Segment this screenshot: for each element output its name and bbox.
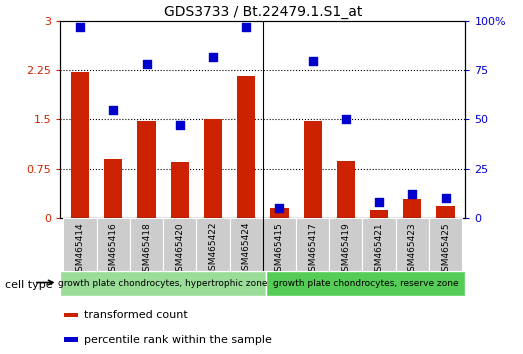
Bar xyxy=(163,218,196,271)
Bar xyxy=(138,121,156,218)
Point xyxy=(76,24,84,30)
Title: GDS3733 / Bt.22479.1.S1_at: GDS3733 / Bt.22479.1.S1_at xyxy=(164,5,362,19)
Bar xyxy=(204,120,222,218)
Bar xyxy=(362,218,396,271)
Point xyxy=(275,205,283,211)
Bar xyxy=(270,208,289,218)
Bar xyxy=(60,271,266,296)
Bar xyxy=(370,210,388,218)
Point xyxy=(109,107,118,113)
Text: GSM465415: GSM465415 xyxy=(275,222,284,277)
Point xyxy=(176,122,184,128)
Point xyxy=(309,58,317,63)
Text: growth plate chondrocytes, hypertrophic zone: growth plate chondrocytes, hypertrophic … xyxy=(59,279,268,288)
Bar xyxy=(130,218,163,271)
Bar xyxy=(337,161,355,218)
Bar xyxy=(403,199,422,218)
Point xyxy=(242,24,251,30)
Text: cell type: cell type xyxy=(5,280,53,290)
Point xyxy=(408,191,416,197)
Bar xyxy=(230,218,263,271)
Text: GSM465420: GSM465420 xyxy=(175,222,184,276)
Bar xyxy=(64,337,78,342)
Text: GSM465414: GSM465414 xyxy=(76,222,85,276)
Bar xyxy=(104,159,122,218)
Bar xyxy=(396,218,429,271)
Text: GSM465422: GSM465422 xyxy=(209,222,218,276)
Point xyxy=(441,195,450,201)
Bar xyxy=(196,218,230,271)
Text: GSM465421: GSM465421 xyxy=(374,222,383,276)
Bar xyxy=(237,76,255,218)
Bar xyxy=(303,121,322,218)
Bar xyxy=(97,218,130,271)
Text: GSM465416: GSM465416 xyxy=(109,222,118,277)
Point xyxy=(342,116,350,122)
Point xyxy=(209,54,217,59)
Bar xyxy=(170,162,189,218)
Text: percentile rank within the sample: percentile rank within the sample xyxy=(85,335,272,344)
Text: GSM465423: GSM465423 xyxy=(408,222,417,276)
Text: GSM465419: GSM465419 xyxy=(342,222,350,277)
Bar xyxy=(266,271,465,296)
Bar xyxy=(329,218,362,271)
Bar xyxy=(63,218,97,271)
Text: GSM465417: GSM465417 xyxy=(308,222,317,277)
Bar xyxy=(296,218,329,271)
Point xyxy=(375,199,383,205)
Bar xyxy=(263,218,296,271)
Bar xyxy=(71,72,89,218)
Text: GSM465418: GSM465418 xyxy=(142,222,151,277)
Text: transformed count: transformed count xyxy=(85,310,188,320)
Bar xyxy=(436,206,454,218)
Bar xyxy=(64,313,78,317)
Text: GSM465424: GSM465424 xyxy=(242,222,251,276)
Text: growth plate chondrocytes, reserve zone: growth plate chondrocytes, reserve zone xyxy=(273,279,459,288)
Bar xyxy=(429,218,462,271)
Point xyxy=(142,62,151,67)
Text: GSM465425: GSM465425 xyxy=(441,222,450,276)
